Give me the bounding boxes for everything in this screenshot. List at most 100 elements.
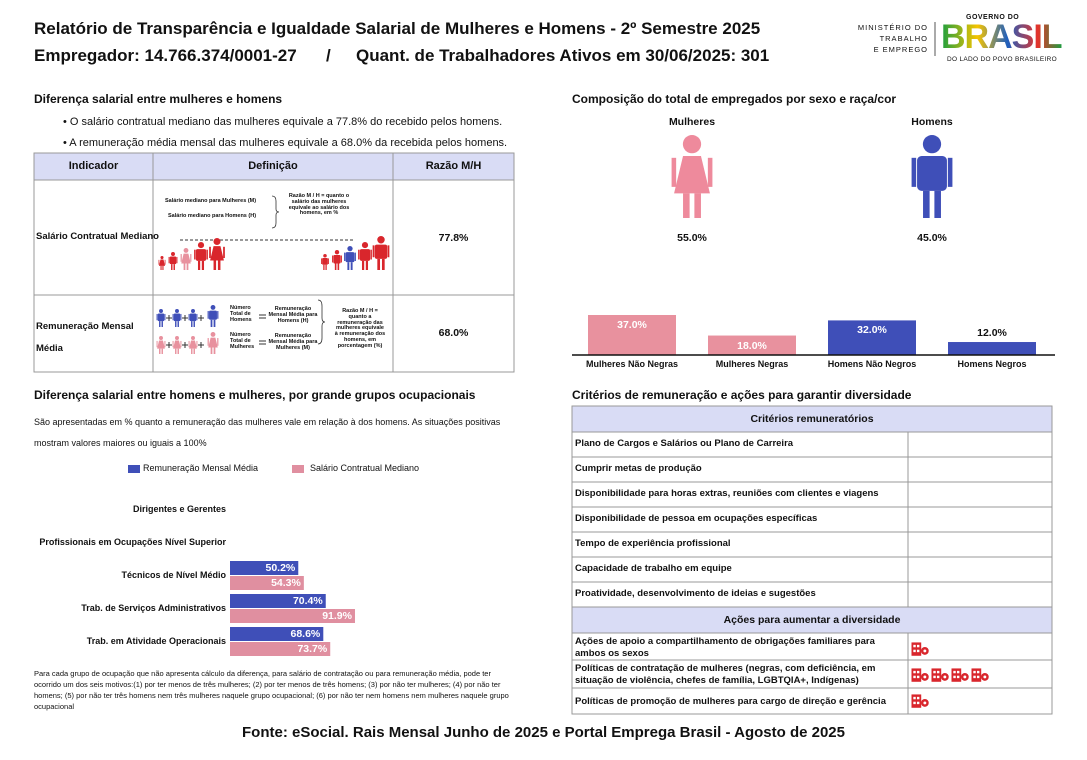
arm	[671, 157, 677, 187]
person-icon	[172, 336, 182, 354]
category-label: Trab. de Serviços Administrativos	[81, 603, 226, 613]
ministry-line: MINISTÉRIO DO	[857, 23, 928, 32]
arm	[196, 340, 198, 348]
head	[210, 332, 216, 337]
chart-title: Composição do total de empregados por se…	[572, 92, 897, 106]
leg	[197, 260, 201, 270]
icon	[971, 668, 989, 682]
arm	[168, 256, 170, 264]
bar	[230, 561, 299, 575]
value-label: 32.0%	[857, 324, 887, 337]
body	[173, 340, 181, 349]
x-tick-label: Homens Negros	[957, 359, 1027, 369]
person-icon	[344, 246, 356, 270]
definition-text: Salário mediano para Mulheres (M)	[165, 198, 257, 204]
icon	[911, 668, 929, 682]
indicator: Remuneração Mensal Média	[36, 321, 134, 354]
x-tick-label: Mulheres Negras	[715, 359, 789, 369]
body	[169, 256, 177, 265]
leg	[159, 321, 161, 327]
leg	[694, 193, 701, 218]
head	[361, 242, 369, 249]
arm	[947, 157, 953, 187]
body	[181, 253, 191, 264]
gov-slogan: DO LADO DO POVO BRASILEIRO	[947, 56, 1058, 63]
person-icon	[156, 336, 166, 354]
criterion: Capacidade de trabalho em equipe	[575, 563, 732, 574]
leg	[350, 262, 353, 270]
head	[323, 254, 327, 258]
leg	[159, 348, 161, 354]
action: Ações de apoio a compartilhamento de obr…	[575, 636, 875, 659]
criterion: Cumprir metas de produção	[575, 463, 702, 474]
criterion: Tempo de experiência profissional	[575, 538, 731, 549]
body	[189, 340, 197, 349]
body	[209, 310, 217, 320]
arm	[209, 246, 211, 258]
bar	[708, 335, 796, 355]
arm	[207, 311, 209, 319]
definition-text: Razão M / H = quanto o salário das mulhe…	[288, 193, 350, 217]
leg	[923, 190, 930, 218]
head	[922, 135, 942, 154]
table-header: Razão M/H	[425, 160, 482, 172]
head	[682, 135, 702, 154]
value-label: 54.3%	[271, 577, 301, 589]
bullet: • O salário contratual mediano das mulhe…	[63, 116, 503, 128]
leg	[213, 260, 217, 270]
table-header-bg	[34, 153, 514, 180]
leg	[186, 263, 189, 270]
arm	[180, 313, 182, 321]
arm	[156, 340, 158, 348]
category-label: Profissionais em Ocupações Nível Superio…	[39, 537, 226, 547]
arm	[176, 256, 178, 264]
equal-signs	[259, 314, 266, 345]
person-icon	[188, 309, 198, 327]
table-header: Indicador	[68, 160, 119, 172]
body	[345, 252, 355, 263]
table-header: Definição	[248, 160, 298, 172]
definition-text: Remuneração Mensal Média para Mulheres (…	[268, 333, 318, 351]
category-label: Técnicos de Nível Médio	[121, 570, 226, 580]
leg	[171, 264, 173, 270]
table-header-bg	[572, 607, 1052, 633]
value-label: 70.4%	[292, 595, 323, 607]
criterion: Disponibilidade de pessoa em ocupações e…	[575, 513, 818, 524]
definition-text: Número Total de Homens	[230, 305, 252, 323]
bar	[230, 627, 324, 641]
table-border	[33, 152, 515, 373]
body	[157, 313, 165, 322]
bar	[588, 315, 676, 355]
bullet: • A remuneração média mensal das mulhere…	[63, 137, 508, 149]
person-icon	[911, 135, 953, 218]
body	[195, 249, 207, 261]
head	[175, 336, 179, 340]
criterion: Disponibilidade para horas extras, reuni…	[575, 488, 879, 499]
arm	[328, 258, 329, 264]
person-icon	[358, 242, 372, 270]
criterion: Plano de Cargos e Salários ou Plano de C…	[575, 438, 794, 449]
leg	[201, 260, 205, 270]
leg	[210, 319, 213, 327]
leg	[361, 260, 365, 270]
ministry-line: E EMPREGO	[873, 45, 928, 54]
report-title: Relatório de Transparência e Igualdade S…	[34, 19, 761, 38]
arm	[372, 245, 375, 258]
leg	[683, 193, 690, 218]
leg	[175, 348, 177, 354]
arm	[217, 338, 219, 346]
table-header: Ações para aumentar a diversidade	[723, 614, 901, 626]
group-share: 45.0%	[917, 232, 947, 244]
action-icons	[911, 642, 989, 708]
arm	[158, 259, 160, 265]
value-label: 73.7%	[297, 643, 328, 655]
bar	[948, 342, 1036, 355]
definition-text: Razão M / H = quanto a remuneração das m…	[334, 308, 386, 349]
indicator: Salário Contratual Mediano	[36, 231, 159, 242]
leg	[175, 321, 177, 327]
icon	[911, 642, 929, 656]
leg	[325, 264, 327, 270]
source: Fonte: eSocial. Rais Mensal Junho de 202…	[242, 724, 845, 741]
arm	[180, 254, 182, 262]
